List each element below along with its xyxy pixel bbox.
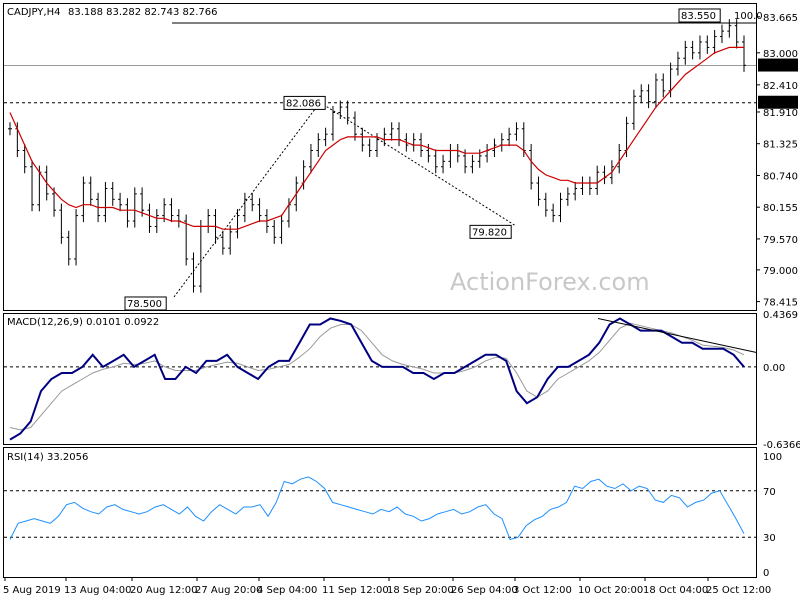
price-tick-label: 78.415 [763, 298, 798, 309]
label-79820: 79.820 [472, 227, 507, 238]
axis-layer: 83.665 83.000 82.410 81.910 81.325 80.740 80.1… [3, 13, 800, 596]
label-82086: 82.086 [286, 98, 321, 109]
x-tick-label: 18 Sep 20:00 [387, 585, 454, 596]
label-79820-box [469, 224, 512, 239]
x-tick-label: 13 Aug 04:00 [64, 585, 131, 596]
x-tick-label: 4 Sep 04:00 [257, 585, 317, 596]
x-tick-label: 5 Aug 2019 [3, 585, 61, 596]
macd-panel [3, 313, 757, 445]
fib-label: 100.0 [734, 11, 763, 22]
x-tick-label: 26 Sep 04:00 [451, 585, 518, 596]
price-layer: 83.550 82.086 79.820 78.500 100.0 [4, 8, 763, 311]
macd-tick-label: -0.6366 [763, 440, 800, 451]
macd-trendline [597, 317, 757, 353]
label-83550-box [678, 8, 721, 23]
fib-line-2 [319, 101, 516, 226]
price-tick-label: 83.665 [763, 13, 798, 24]
price-tick-label: 80.740 [763, 171, 798, 182]
macd-layer [4, 317, 757, 441]
price-tick-label: 79.570 [763, 235, 798, 246]
rsi-tick-label: 30 [763, 533, 776, 544]
label-78500: 78.500 [127, 299, 162, 310]
price-tick-label: 81.910 [763, 108, 798, 119]
macd-tick-label: 0.4369 [763, 310, 798, 321]
level-82080-tag-bg [758, 95, 798, 109]
level-82080-tag: 82.080 [762, 99, 797, 110]
rsi-tick-label: 0 [763, 568, 769, 579]
price-tick-label: 81.325 [763, 140, 798, 151]
price-title: CADJPY,H4 [7, 7, 60, 18]
moving-average-line [9, 46, 744, 230]
x-tick-label: 20 Aug 12:00 [130, 585, 197, 596]
rsi-line [9, 476, 745, 541]
rsi-tick-label: 70 [763, 487, 776, 498]
rsi-panel [3, 447, 757, 578]
x-tick-label: 3 Oct 12:00 [513, 585, 572, 596]
price-tick-label: 83.000 [763, 49, 798, 60]
label-82086-box [283, 95, 326, 110]
macd-signal-line [9, 322, 745, 431]
price-ohlc: 83.188 83.282 82.743 82.766 [68, 7, 218, 18]
label-78500-box [124, 296, 167, 311]
fib-line-1 [173, 102, 321, 298]
price-tick-label: 80.155 [763, 203, 798, 214]
current-price-tag-bg [758, 58, 798, 72]
x-tick-label: 10 Oct 20:00 [578, 585, 643, 596]
price-tick-label: 82.410 [763, 81, 798, 92]
rsi-title: RSI(14) 33.2056 [7, 452, 88, 463]
macd-title: MACD(12,26,9) 0.0101 0.0922 [7, 317, 159, 328]
rsi-tick-label: 100 [763, 452, 782, 463]
x-tick-label: 18 Oct 04:00 [643, 585, 708, 596]
label-83550: 83.550 [681, 11, 716, 22]
rsi-layer [4, 476, 756, 541]
macd-line [9, 317, 745, 441]
x-tick-label: 11 Sep 12:00 [322, 585, 389, 596]
price-panel [3, 3, 757, 311]
current-price-tag: 82.766 [762, 62, 797, 73]
macd-tick-label: 0.00 [763, 363, 785, 374]
x-tick-label: 25 Oct 12:00 [706, 585, 771, 596]
price-tick-label: 79.000 [763, 266, 798, 277]
watermark: ActionForex.com [450, 268, 650, 296]
x-tick-label: 27 Aug 20:00 [195, 585, 262, 596]
